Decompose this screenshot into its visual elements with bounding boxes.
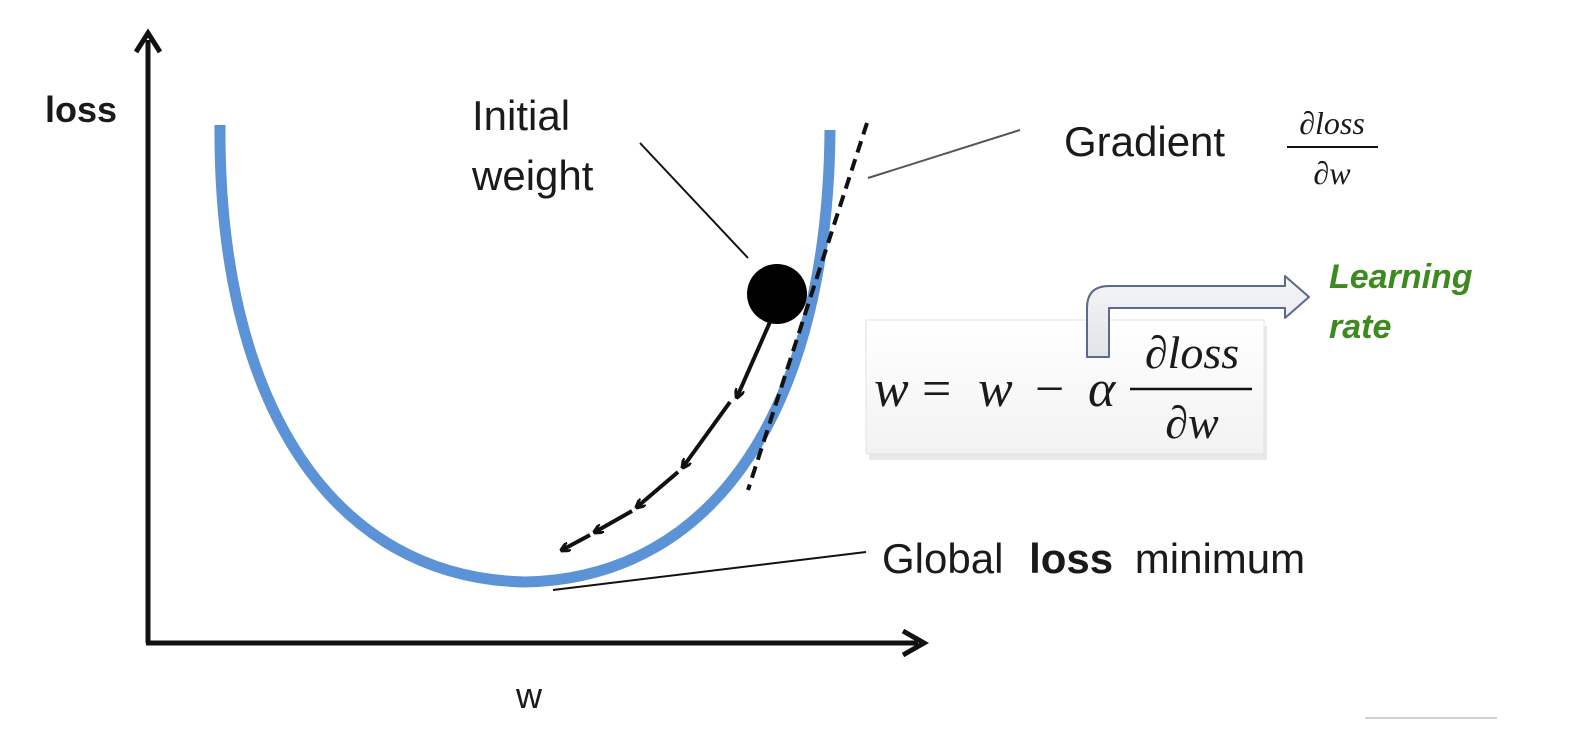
global-minimum-leader-line bbox=[552, 551, 867, 591]
gradient-label: Gradient bbox=[1064, 118, 1225, 165]
update-rule-numerator: ∂loss bbox=[1145, 327, 1239, 378]
update-rule-equals: = bbox=[922, 361, 951, 418]
update-rule-denominator: ∂w bbox=[1165, 397, 1219, 448]
initial-weight-point bbox=[747, 264, 807, 324]
learning-rate-label-line1: Learning bbox=[1329, 258, 1473, 296]
global-minimum-label-bold: loss bbox=[1029, 535, 1113, 582]
descent-step-arrow bbox=[637, 470, 680, 507]
axes bbox=[133, 28, 930, 658]
initial-weight-label-line1: Initial bbox=[472, 92, 570, 139]
learning-rate-bent-arrow-icon bbox=[1086, 275, 1310, 358]
gradient-fraction-numerator: ∂loss bbox=[1299, 105, 1365, 141]
descent-step-arrow bbox=[683, 400, 732, 467]
y-axis-arrow-icon bbox=[133, 28, 163, 54]
global-minimum-label: Global loss minimum bbox=[882, 535, 1305, 582]
global-minimum-label-pre: Global bbox=[882, 535, 1003, 582]
update-rule-box-bg bbox=[865, 319, 1265, 455]
gradient-leader-line bbox=[867, 129, 1021, 179]
update-rule-minus: − bbox=[1035, 361, 1064, 418]
descent-steps bbox=[562, 321, 772, 550]
update-rule-w: w bbox=[978, 361, 1013, 418]
gradient-fraction-denominator: ∂w bbox=[1313, 155, 1351, 191]
loss-curve bbox=[214, 124, 836, 588]
update-rule-lhs: w bbox=[874, 361, 909, 418]
learning-rate-label-line2: rate bbox=[1329, 308, 1391, 346]
gradient-tangent-line bbox=[746, 122, 869, 491]
y-axis-label: loss bbox=[45, 89, 117, 130]
initial-weight-label-line2: weight bbox=[471, 152, 594, 199]
global-minimum-label-post: minimum bbox=[1135, 535, 1305, 582]
initial-weight-leader-line bbox=[639, 142, 749, 259]
update-rule-alpha: α bbox=[1088, 361, 1117, 418]
update-rule-box: w = w − α ∂loss ∂w bbox=[865, 319, 1267, 460]
x-axis-arrow-icon bbox=[901, 628, 930, 658]
gradient-fraction: ∂loss ∂w bbox=[1287, 105, 1378, 191]
x-axis-label: w bbox=[515, 675, 543, 716]
descent-step-arrow bbox=[562, 533, 591, 550]
descent-step-arrow bbox=[595, 509, 633, 532]
descent-step-arrow bbox=[737, 321, 772, 397]
